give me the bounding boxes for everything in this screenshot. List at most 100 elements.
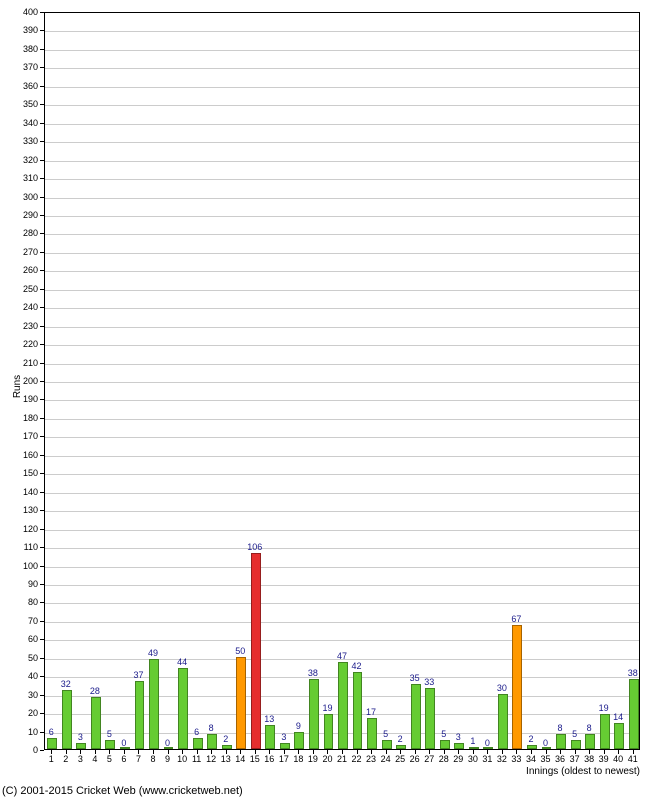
- gridline: [45, 585, 639, 586]
- ytick-label: 180: [0, 413, 38, 423]
- xtick-label: 23: [366, 754, 376, 764]
- xtick-label: 33: [511, 754, 521, 764]
- xtick-label: 19: [308, 754, 318, 764]
- bar-value-label: 3: [456, 732, 461, 742]
- xtick-label: 9: [165, 754, 170, 764]
- ytick-mark: [40, 732, 44, 733]
- ytick-label: 290: [0, 210, 38, 220]
- gridline: [45, 603, 639, 604]
- footer-copyright: (C) 2001-2015 Cricket Web (www.cricketwe…: [2, 785, 243, 797]
- ytick-mark: [40, 713, 44, 714]
- ytick-mark: [40, 344, 44, 345]
- ytick-label: 330: [0, 136, 38, 146]
- gridline: [45, 271, 639, 272]
- ytick-mark: [40, 621, 44, 622]
- bar-value-label: 42: [352, 661, 362, 671]
- gridline: [45, 382, 639, 383]
- xtick-label: 34: [526, 754, 536, 764]
- bar-value-label: 19: [322, 703, 332, 713]
- bar-value-label: 19: [599, 703, 609, 713]
- ytick-label: 120: [0, 524, 38, 534]
- bar: [193, 738, 203, 749]
- ytick-label: 380: [0, 44, 38, 54]
- bar: [512, 625, 522, 749]
- bar: [91, 697, 101, 749]
- bar: [222, 745, 232, 749]
- ytick-label: 320: [0, 155, 38, 165]
- ytick-mark: [40, 639, 44, 640]
- bar-value-label: 6: [49, 727, 54, 737]
- ytick-mark: [40, 455, 44, 456]
- bar: [527, 745, 537, 749]
- xtick-label: 8: [151, 754, 156, 764]
- xtick-label: 36: [555, 754, 565, 764]
- bar: [294, 732, 304, 749]
- ytick-label: 260: [0, 265, 38, 275]
- ytick-mark: [40, 602, 44, 603]
- ytick-mark: [40, 436, 44, 437]
- bar-value-label: 5: [383, 729, 388, 739]
- bar: [425, 688, 435, 749]
- bar: [614, 723, 624, 749]
- gridline: [45, 142, 639, 143]
- bar: [62, 690, 72, 749]
- bar: [556, 734, 566, 749]
- ytick-mark: [40, 141, 44, 142]
- gridline: [45, 179, 639, 180]
- ytick-label: 70: [0, 616, 38, 626]
- bar-value-label: 8: [558, 723, 563, 733]
- ytick-label: 280: [0, 228, 38, 238]
- chart-container: Runs Innings (oldest to newest) (C) 2001…: [0, 0, 650, 800]
- bar-value-label: 0: [121, 738, 126, 748]
- ytick-mark: [40, 381, 44, 382]
- gridline: [45, 474, 639, 475]
- bar-value-label: 106: [247, 542, 262, 552]
- ytick-label: 210: [0, 358, 38, 368]
- bar: [585, 734, 595, 749]
- ytick-label: 170: [0, 431, 38, 441]
- ytick-mark: [40, 750, 44, 751]
- bar: [440, 740, 450, 749]
- ytick-mark: [40, 676, 44, 677]
- ytick-label: 80: [0, 597, 38, 607]
- xtick-label: 29: [453, 754, 463, 764]
- ytick-mark: [40, 566, 44, 567]
- bar-value-label: 1: [470, 736, 475, 746]
- ytick-mark: [40, 418, 44, 419]
- plot-area: [44, 12, 640, 750]
- gridline: [45, 68, 639, 69]
- ytick-label: 10: [0, 727, 38, 737]
- bar: [265, 725, 275, 749]
- xtick-label: 22: [352, 754, 362, 764]
- ytick-label: 340: [0, 118, 38, 128]
- ytick-mark: [40, 547, 44, 548]
- gridline: [45, 308, 639, 309]
- gridline: [45, 437, 639, 438]
- ytick-mark: [40, 30, 44, 31]
- xtick-label: 20: [322, 754, 332, 764]
- xtick-label: 12: [206, 754, 216, 764]
- bar: [309, 679, 319, 749]
- ytick-mark: [40, 123, 44, 124]
- ytick-label: 200: [0, 376, 38, 386]
- bar-value-label: 33: [424, 677, 434, 687]
- ytick-mark: [40, 289, 44, 290]
- gridline: [45, 567, 639, 568]
- ytick-label: 100: [0, 561, 38, 571]
- ytick-mark: [40, 270, 44, 271]
- bar: [47, 738, 57, 749]
- gridline: [45, 31, 639, 32]
- bar: [629, 679, 639, 749]
- bar-value-label: 14: [613, 712, 623, 722]
- bar: [498, 694, 508, 749]
- bar: [207, 734, 217, 749]
- ytick-mark: [40, 104, 44, 105]
- gridline: [45, 511, 639, 512]
- xtick-label: 2: [63, 754, 68, 764]
- ytick-mark: [40, 252, 44, 253]
- ytick-label: 270: [0, 247, 38, 257]
- gridline: [45, 530, 639, 531]
- xtick-label: 18: [293, 754, 303, 764]
- xtick-label: 3: [78, 754, 83, 764]
- bar-value-label: 2: [528, 734, 533, 744]
